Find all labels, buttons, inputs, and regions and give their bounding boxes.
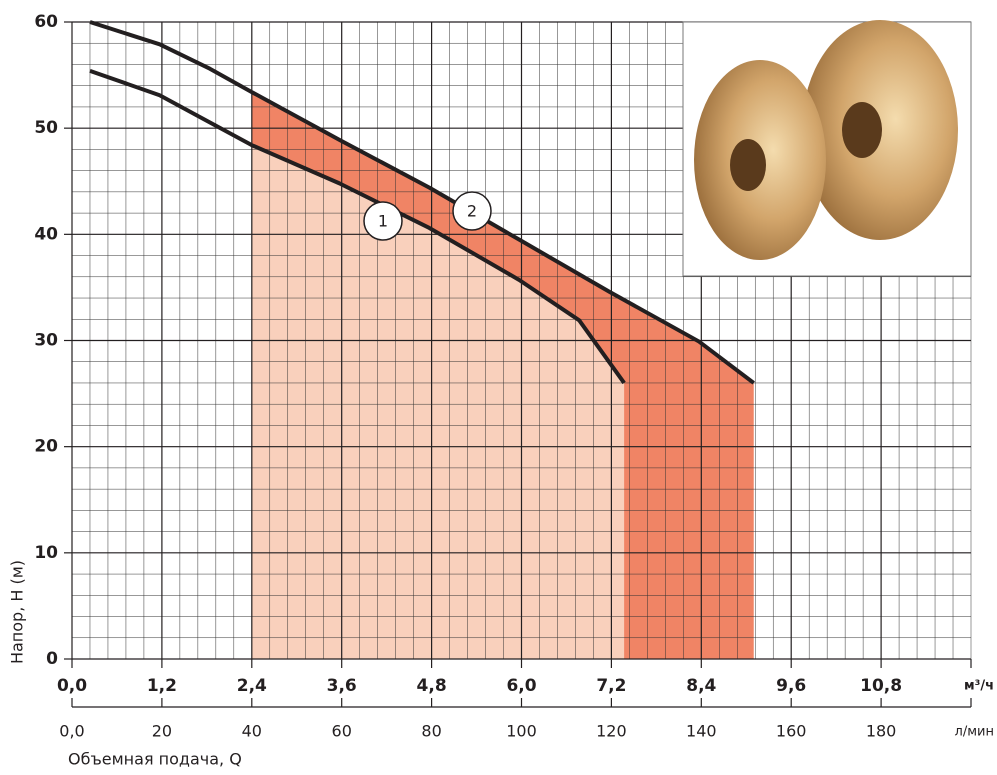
y-tick-label: 10 [34,543,58,563]
area [251,145,625,660]
x-unit: м³/ч [964,679,994,694]
x-tick-label: 7,2 [596,676,626,696]
y-tick-label: 0 [46,649,58,669]
x2-tick-label: 180 [866,722,897,741]
curve-label: 2 [467,202,477,221]
x-tick-label: 6,0 [506,676,536,696]
photo [682,20,972,277]
y-axis-label: Напор, Н (м) [8,560,27,664]
curve-badge [452,191,492,231]
impeller-hub [730,139,766,191]
y-tick-label: 60 [34,12,58,32]
curve-label: 1 [378,212,388,231]
x-axis-label: Объемная подача, Q [68,750,242,769]
x-tick-label: 8,4 [686,676,716,696]
x2-tick-label: 0,0 [59,722,84,741]
x2-tick-label: 60 [332,722,352,741]
x2-tick-label: 140 [686,722,717,741]
x2-tick-label: 120 [596,722,627,741]
y-tick-label: 20 [34,437,58,457]
x2-tick-label: 160 [776,722,807,741]
x2-unit: л/мин [955,725,994,740]
y-tick-label: 40 [34,224,58,244]
impeller-hub [842,102,882,158]
x-tick-label: 4,8 [417,676,447,696]
x-tick-label: 2,4 [237,676,267,696]
y-tick-label: 50 [34,118,58,138]
x-tick-label: 1,2 [147,676,177,696]
x2-tick-label: 20 [152,722,172,741]
curve [89,20,755,385]
x2-tick-label: 100 [506,722,537,741]
x2-tick-label: 80 [421,722,441,741]
curves: 12 [89,20,755,385]
y-tick-label: 30 [34,331,58,351]
x-tick-label: 10,8 [860,676,902,696]
x-tick-label: 3,6 [327,676,357,696]
x2-tick-label: 40 [242,722,262,741]
x-tick-label: 0,0 [57,676,87,696]
x-tick-label: 9,6 [776,676,806,696]
curve-badge [363,201,403,241]
